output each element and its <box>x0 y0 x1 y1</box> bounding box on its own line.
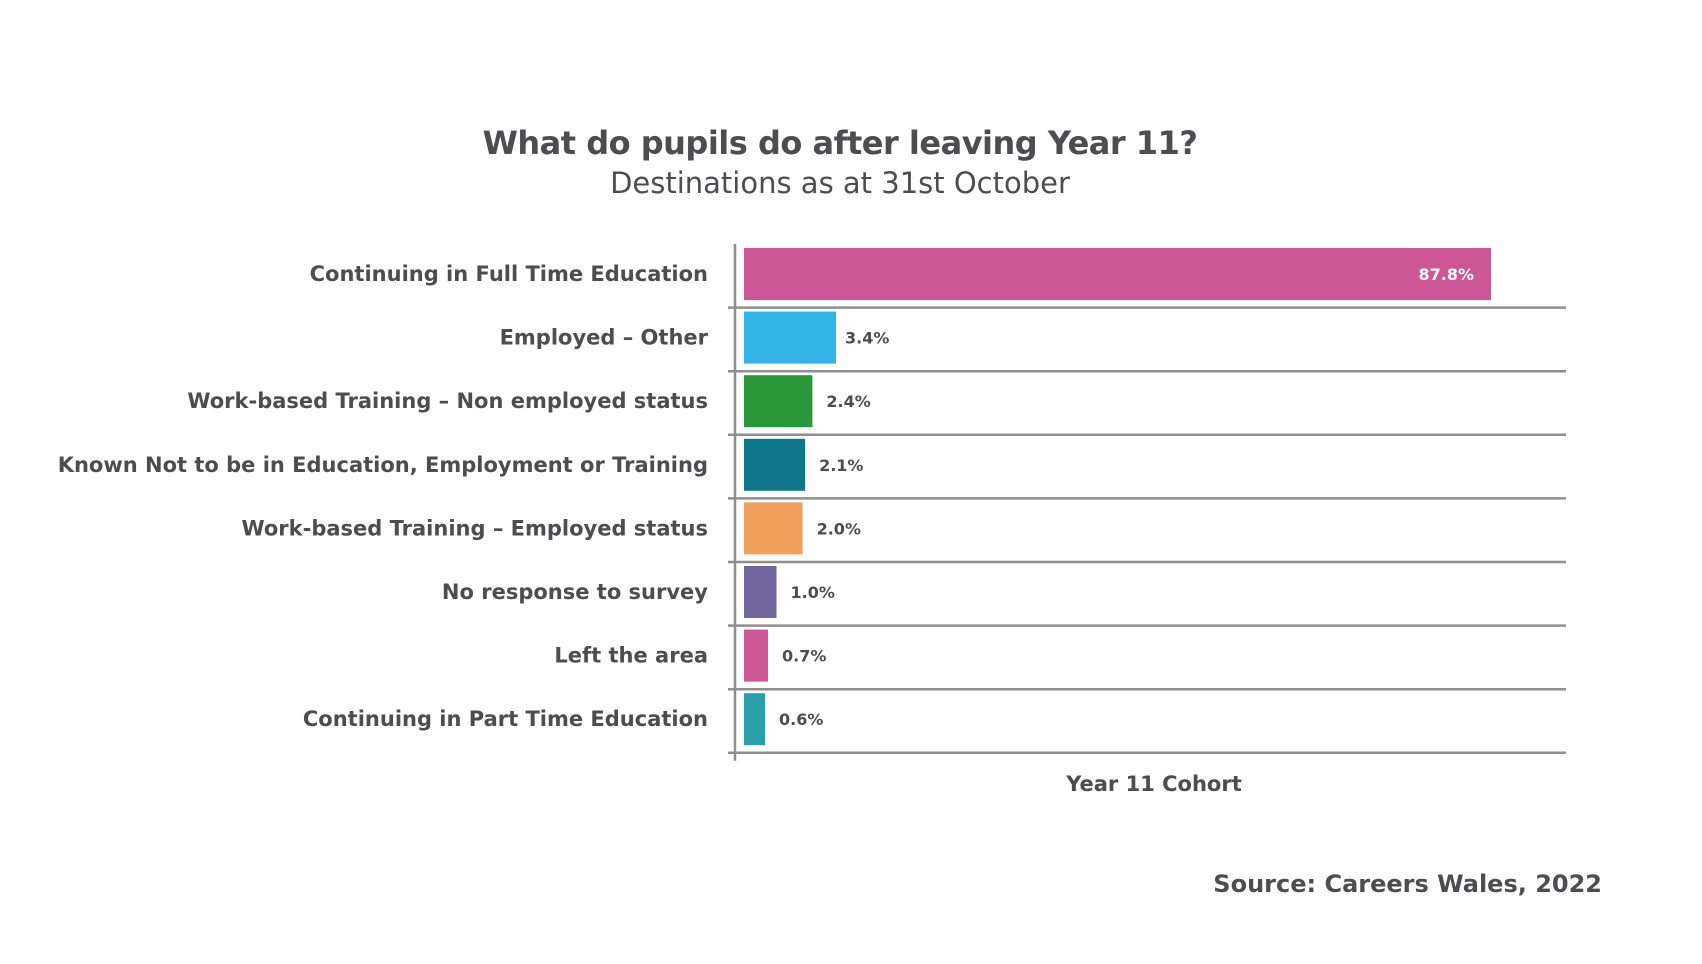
data-label: 2.1% <box>819 456 863 475</box>
bar <box>744 566 777 618</box>
category-label: No response to survey <box>442 580 708 604</box>
bar <box>744 248 1491 300</box>
data-label: 2.4% <box>826 392 870 411</box>
data-label: 2.0% <box>817 519 861 538</box>
bar <box>744 629 769 682</box>
chart-title: What do pupils do after leaving Year 11? <box>482 124 1198 162</box>
category-label: Continuing in Full Time Education <box>310 262 708 286</box>
bar <box>744 502 803 555</box>
data-label: 0.6% <box>779 710 823 729</box>
category-label: Left the area <box>554 644 708 668</box>
category-label: Work-based Training – Employed status <box>241 516 708 540</box>
bar <box>744 438 806 491</box>
category-label: Continuing in Part Time Education <box>303 707 708 731</box>
source-note: Source: Careers Wales, 2022 <box>1213 870 1602 898</box>
data-label: 3.4% <box>845 329 889 348</box>
data-label: 0.7% <box>782 647 826 666</box>
category-label: Work-based Training – Non employed statu… <box>187 389 708 413</box>
bar <box>744 375 813 428</box>
bar <box>744 311 836 364</box>
bar <box>744 693 766 746</box>
category-label: Known Not to be in Education, Employment… <box>58 453 708 477</box>
category-label: Employed – Other <box>500 326 709 350</box>
chart-subtitle: Destinations as at 31st October <box>610 166 1070 200</box>
data-label: 87.8% <box>1418 265 1474 284</box>
data-label: 1.0% <box>791 583 835 602</box>
x-axis-label: Year 11 Cohort <box>1066 772 1242 796</box>
